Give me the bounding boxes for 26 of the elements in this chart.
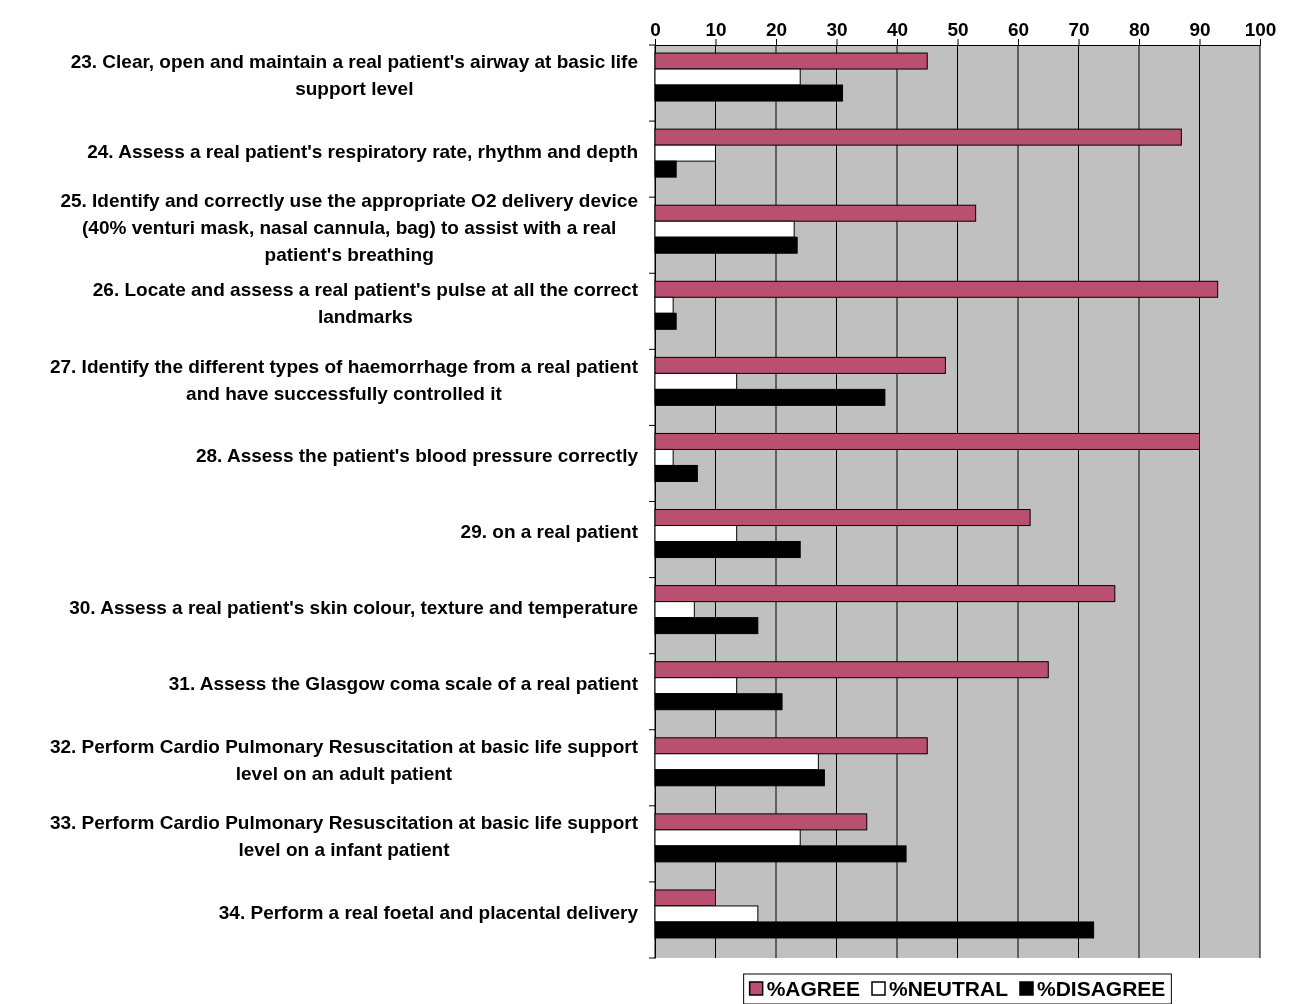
legend-label: %NEUTRAL	[889, 977, 1009, 1001]
legend-label: %AGREE	[766, 977, 860, 1001]
y-tick-label: 30. Assess a real patient's skin colour, texture and temperature	[69, 597, 638, 619]
y-tick-label: 29. on a real patient	[460, 521, 639, 543]
x-tick-label: 80	[1128, 19, 1151, 40]
x-tick-label: 50	[947, 19, 969, 40]
x-tick-label: 40	[886, 19, 909, 40]
x-tick-label: 0	[650, 19, 661, 40]
legend-label: %DISAGREE	[1037, 977, 1166, 1001]
x-tick-label: 90	[1189, 19, 1211, 40]
y-tick-label: 24. Assess a real patient's respiratory rate, rhythm and depth	[87, 140, 638, 162]
y-tick-label: 27. Identify the different types of haemorrhage from a real patient and have successfully controlled it	[49, 355, 639, 404]
y-tick-label: 32. Perform Cardio Pulmonary Resuscitation at basic life support level on an adult patient	[49, 735, 639, 784]
x-tick-label: 30	[826, 19, 848, 40]
y-tick-label: 23. Clear, open and maintain a real patient's airway at basic life support level	[70, 51, 638, 100]
y-tick-label: 33. Perform Cardio Pulmonary Resuscitation at basic life support level on a infant patient	[49, 812, 639, 861]
y-tick-label: 28. Assess the patient's blood pressure correctly	[195, 445, 639, 467]
x-tick-label: 20	[765, 19, 788, 40]
y-tick-label: 34. Perform a real foetal and placental delivery	[218, 901, 639, 923]
y-tick-label: 31. Assess the Glasgow coma scale of a real patient	[168, 673, 639, 695]
y-tick-label: 25. Identify and correctly use the appropriate O2 delivery device (40% venturi mask, nasal cannula, bag) to assist with a real patient's breathing	[60, 189, 638, 265]
y-tick-label: 26. Locate and assess a real patient's pulse at all the correct landmarks	[92, 279, 639, 328]
x-tick-label: 70	[1068, 19, 1090, 40]
x-tick-label: 100	[1244, 19, 1277, 40]
x-tick-label: 60	[1007, 19, 1030, 40]
x-tick-label: 10	[705, 19, 727, 40]
